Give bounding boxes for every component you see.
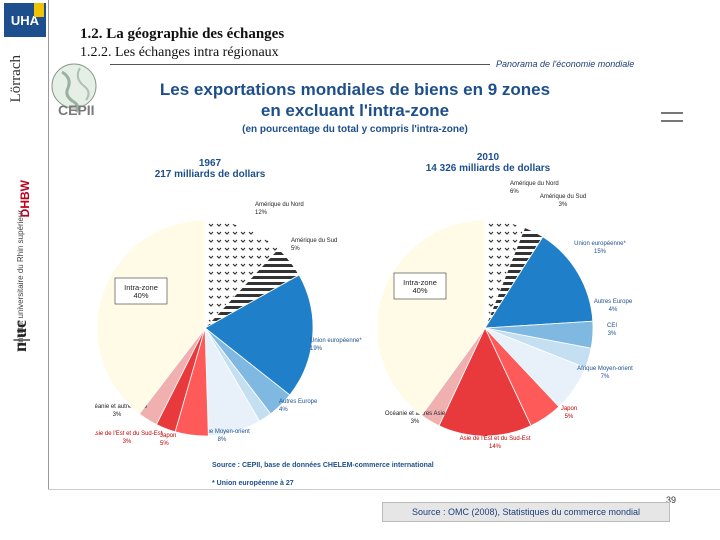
pie-slice-union-europeenne: [204, 274, 314, 396]
pie-label-intra-zone: Intra-zone 40%: [124, 283, 158, 300]
intra-zone-box: [114, 277, 168, 305]
panorama-label: Panorama de l'économie mondiale: [496, 59, 635, 69]
pie-label-autres-europe: Autres Europe 4%: [279, 399, 318, 413]
section-subtitle: 1.2.2. Les échanges intra régionaux: [80, 45, 279, 60]
pie-label-afrique-moyen-orient: Afrique Moyen-orient 7%: [577, 366, 633, 380]
pie-year: 2010: [477, 152, 500, 163]
cepii-logo: CEPII: [58, 102, 95, 118]
pie-year: 1967: [199, 158, 222, 169]
pie-label-intra-zone: Intra-zone 40%: [403, 278, 437, 295]
pie-label-japon: Japon 5%: [160, 433, 176, 447]
eu-note: * Union européenne à 27: [212, 480, 294, 487]
decoration-bar: [661, 112, 683, 114]
pie-label-union-europeenne: Union européenne* 15%: [574, 241, 626, 255]
pie-total: 14 326 milliards de dollars: [426, 163, 551, 174]
pie-slice-union-europeenne: [484, 236, 594, 329]
uhp-logo: n|uc: [10, 320, 30, 352]
chart-title-line2: en excluant l'intra-zone: [260, 101, 450, 120]
pie-label-amerique-du-sud: Amérique du Sud 5%: [291, 238, 337, 252]
pie-label-asie-de-l-est-et-du-sud-est: Asie de l'Est et du Sud-Est 3%: [95, 431, 163, 445]
pie-slice-intra-zone: [96, 219, 206, 415]
sidebar: UHA Lörrach DHBW Institut universitaire …: [0, 0, 50, 540]
pie-label-asie-de-l-est-et-du-sud-est: Asie de l'Est et du Sud-Est 14%: [460, 436, 531, 450]
pie-label-afrique-moyen-orient: Afrique Moyen-orient 8%: [194, 429, 250, 443]
chart-source-note: Source : CEPII, base de données CHELEM-c…: [212, 462, 434, 469]
pie-slice-asie-de-l-est-et-du-sud-est: [438, 327, 532, 437]
uha-logo: UHA: [4, 3, 46, 37]
pie-label-amerique-du-sud: Amérique du Sud 3%: [540, 194, 586, 208]
pie-label-union-europeenne: Union européenne* 19%: [310, 338, 362, 352]
footer-source: Source : OMC (2008), Statistiques du com…: [382, 502, 670, 522]
section-title: 1.2. La géographie des échanges: [80, 26, 285, 42]
intra-zone-box: [393, 272, 447, 300]
page-number: 39: [666, 495, 677, 505]
pie-label-amerique-du-nord: Amérique du Nord 6%: [510, 181, 559, 195]
footer-divider: [48, 489, 720, 490]
pie-label-japon: Japon 5%: [561, 406, 577, 420]
chart-title-line1: Les exportations mondiales de biens en 9…: [159, 80, 551, 99]
lorrach-label: Lörrach: [8, 55, 24, 103]
pie-label-amerique-du-nord: Amérique du Nord 12%: [255, 202, 304, 216]
pie-total: 217 milliards de dollars: [155, 169, 266, 180]
decoration-bar: [661, 120, 683, 122]
pie-slice-intra-zone: [376, 219, 486, 416]
pie-slice-amerique-du-nord: [204, 219, 279, 330]
globe-icon: [51, 63, 97, 113]
chart-subtitle: (en pourcentage du total y compris l'int…: [242, 124, 468, 135]
pie-label-cei: CEI 3%: [607, 323, 617, 337]
sidebar-divider: [48, 0, 49, 490]
header-rule: [110, 64, 490, 65]
pie-label-autres-europe: Autres Europe 4%: [594, 299, 633, 313]
